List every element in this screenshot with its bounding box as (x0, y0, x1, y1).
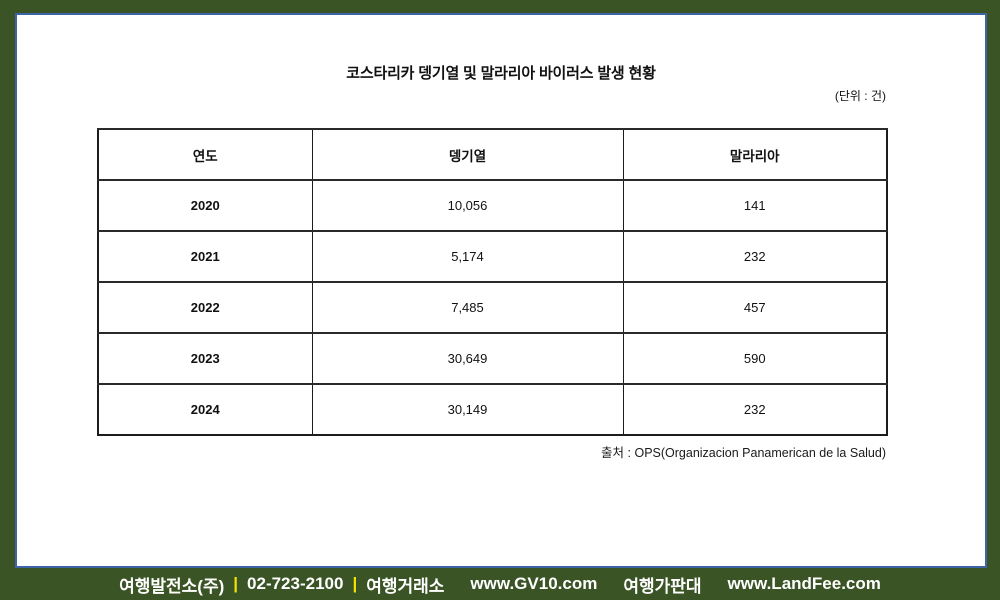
source-note: 출처 : OPS(Organizacion Panamerican de la … (601, 446, 886, 460)
dengue-cell: 30,149 (311, 383, 623, 435)
data-table: 연도 뎅기열 말라리아 2020 10,056 141 2021 5,174 2… (97, 128, 888, 436)
table-row: 2022 7,485 457 (97, 281, 887, 333)
year-cell: 2024 (97, 383, 312, 435)
footer-company: 여행발전소(주) (119, 576, 225, 596)
footer-separator: | (233, 574, 239, 593)
table-header-row: 연도 뎅기열 말라리아 (97, 128, 887, 180)
malaria-cell: 232 (622, 383, 887, 435)
footer-market-label: 여행거래소 (366, 576, 445, 596)
footer-stand-label: 여행가판대 (623, 576, 702, 596)
unit-note: (단위 : 건) (834, 89, 886, 103)
dengue-cell: 30,649 (311, 332, 623, 384)
footer-separator: | (352, 574, 358, 593)
table-row: 2021 5,174 232 (97, 230, 887, 282)
malaria-cell: 232 (622, 230, 887, 282)
footer-bar: 여행발전소(주) | 02-723-2100 | 여행거래소 www.GV10.… (0, 568, 1000, 600)
year-cell: 2021 (97, 230, 312, 282)
dengue-cell: 7,485 (311, 281, 623, 333)
content-area: 코스타리카 뎅기열 및 말라리아 바이러스 발생 현황 (단위 : 건) 연도 … (15, 13, 987, 568)
column-header-dengue: 뎅기열 (311, 128, 623, 180)
dengue-cell: 10,056 (311, 179, 623, 231)
column-header-year: 연도 (97, 128, 312, 180)
table-row: 2023 30,649 590 (97, 332, 887, 384)
table-row: 2024 30,149 232 (97, 383, 887, 435)
year-cell: 2022 (97, 281, 312, 333)
column-header-malaria: 말라리아 (622, 128, 887, 180)
page-title: 코스타리카 뎅기열 및 말라리아 바이러스 발생 현황 (346, 65, 656, 82)
dengue-cell: 5,174 (311, 230, 623, 282)
malaria-cell: 590 (622, 332, 887, 384)
footer-phone: 02-723-2100 (247, 574, 344, 593)
footer-market-url: www.GV10.com (470, 574, 598, 593)
year-cell: 2023 (97, 332, 312, 384)
table-row: 2020 10,056 141 (97, 179, 887, 231)
year-cell: 2020 (97, 179, 312, 231)
footer-stand-url: www.LandFee.com (727, 574, 881, 593)
malaria-cell: 141 (622, 179, 887, 231)
malaria-cell: 457 (622, 281, 887, 333)
